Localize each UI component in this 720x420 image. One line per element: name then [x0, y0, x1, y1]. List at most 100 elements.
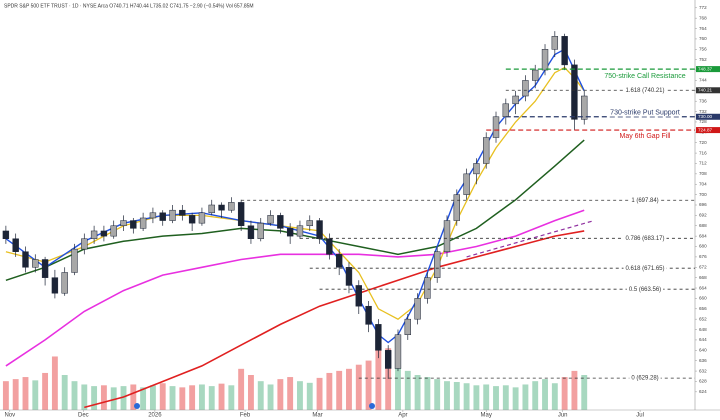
volume-bar	[32, 380, 39, 410]
candle-body	[326, 238, 333, 255]
candle-body	[188, 215, 196, 224]
candle-body	[384, 350, 392, 369]
candle-body	[316, 220, 323, 239]
candle-body	[208, 204, 215, 214]
y-tick-label: 672	[699, 264, 707, 269]
candle-body	[277, 215, 284, 229]
candle-body	[41, 259, 49, 278]
volume-bar	[198, 384, 205, 410]
candle-body	[365, 305, 372, 325]
level-label: 730-strike Put Support	[610, 110, 680, 117]
level-label: May 6th Gap Fill	[620, 133, 671, 140]
candle-body	[286, 228, 294, 237]
x-tick-label: Jul	[636, 413, 644, 419]
y-tick-label: 720	[699, 140, 707, 145]
candle-body	[355, 285, 362, 307]
volume-bar	[375, 340, 382, 410]
y-tick-label: 736	[699, 98, 707, 103]
volume-bar	[385, 348, 392, 410]
candle-body	[394, 334, 402, 369]
volume-bar	[395, 360, 401, 410]
volume-bar	[248, 375, 254, 410]
candle-body	[169, 209, 176, 221]
volume-bar	[81, 384, 88, 410]
level-label-bg	[623, 87, 667, 94]
price-box	[696, 66, 720, 73]
candle-body	[237, 202, 245, 227]
candle-body	[414, 298, 421, 320]
volume-bar	[228, 385, 235, 410]
level-label-bg	[602, 72, 688, 80]
candle-body	[71, 248, 78, 273]
y-tick-label: 636	[699, 358, 707, 363]
volume-bar	[522, 384, 529, 410]
candle-body	[345, 267, 353, 286]
volume-bar	[208, 386, 215, 410]
x-tick-label: Nov	[4, 413, 15, 419]
volume-bar	[346, 368, 352, 410]
y-tick-label: 660	[699, 296, 707, 301]
level-label-bg	[617, 132, 673, 140]
price-box-label: 740.21	[698, 87, 712, 92]
candle-body	[424, 277, 431, 299]
y-tick-label: 668	[699, 275, 707, 280]
level-label-bg	[626, 286, 664, 293]
volume-bar	[169, 386, 176, 410]
earnings-icon[interactable]	[134, 403, 140, 409]
y-tick-label: 700	[699, 192, 707, 197]
y-tick-label: 632	[699, 368, 707, 373]
candle-body	[12, 238, 19, 252]
moving-average	[466, 220, 595, 258]
candle-body	[130, 220, 137, 229]
y-tick-label: 676	[699, 254, 707, 259]
volume-bar	[336, 370, 343, 410]
x-tick-label: Mar	[312, 413, 322, 419]
candle-body	[90, 230, 98, 239]
price-box-label: 730.00	[698, 114, 712, 119]
candle-body	[443, 220, 451, 252]
volume-bar	[512, 387, 519, 410]
earnings-icon[interactable]	[369, 403, 375, 409]
candle-body	[561, 36, 568, 66]
candle-body	[218, 204, 225, 211]
candle-body	[404, 318, 411, 335]
volume-bar	[61, 375, 68, 410]
volume-bar	[404, 370, 411, 410]
y-tick-label: 692	[699, 213, 707, 218]
volume-bar	[453, 382, 460, 410]
volume-bar	[502, 385, 509, 410]
candle-body	[100, 230, 108, 237]
candle-body	[522, 80, 529, 97]
y-tick-label: 760	[699, 36, 707, 41]
level-label: 0.786 (683.17)	[625, 236, 664, 242]
price-box	[696, 113, 720, 120]
candle-body	[51, 277, 59, 294]
volume-bar	[532, 381, 539, 410]
volume-bar	[316, 377, 323, 410]
price-box-label: 724.87	[698, 127, 712, 132]
y-tick-label: 728	[699, 119, 707, 124]
candle-body	[483, 137, 490, 164]
candle-body	[149, 212, 157, 219]
y-tick-label: 640	[699, 348, 707, 353]
y-tick-label: 652	[699, 316, 707, 321]
volume-bar	[306, 382, 313, 410]
level-label: 750-strike Call Resistance	[604, 73, 685, 80]
volume-bar	[424, 377, 431, 410]
y-tick-label: 704	[699, 181, 707, 186]
candle-body	[296, 225, 304, 237]
volume-bar	[444, 381, 450, 410]
candle-body	[228, 202, 235, 211]
y-tick-label: 624	[699, 389, 707, 394]
volume-bar	[2, 381, 9, 410]
volume-layer	[2, 340, 588, 410]
y-tick-label: 744	[699, 78, 707, 83]
y-tick-label: 772	[699, 5, 707, 10]
x-tick-label: Dec	[78, 413, 89, 419]
candle-body	[434, 251, 441, 278]
candle-body	[463, 173, 470, 195]
x-tick-label: Apr	[398, 413, 407, 419]
volume-bar	[179, 387, 186, 410]
y-tick-label: 684	[699, 233, 707, 238]
